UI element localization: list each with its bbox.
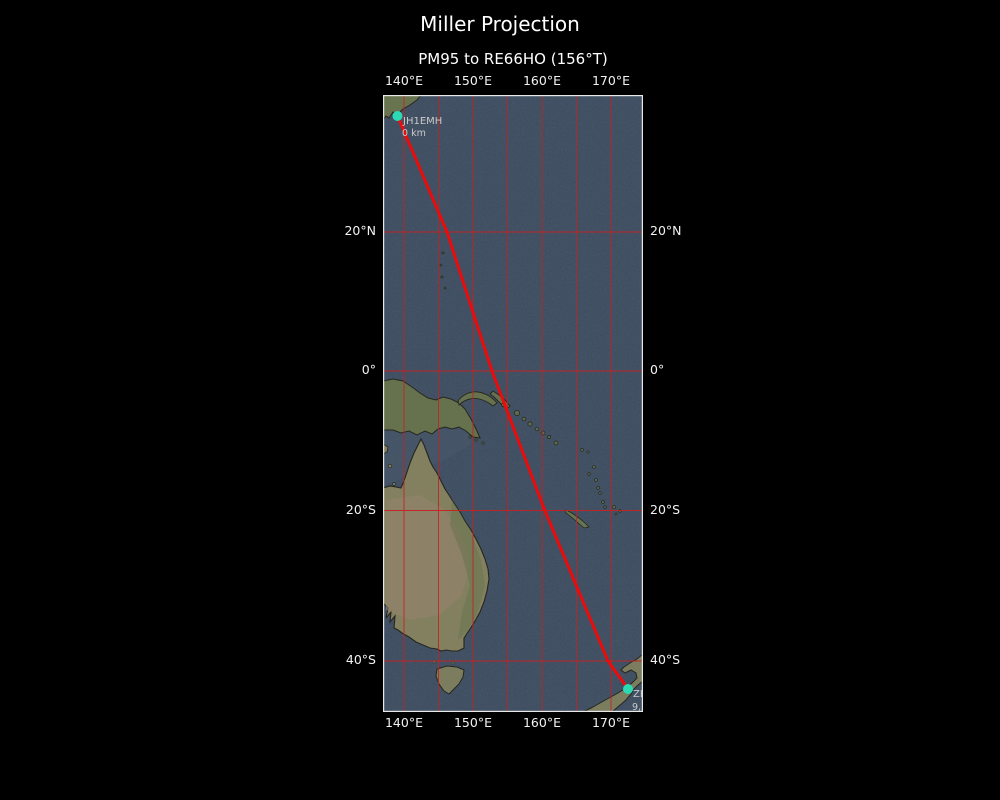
dividing-range-shading: [450, 500, 485, 640]
end-marker-distance: 9,379 km: [632, 702, 643, 712]
figure-title: Miller Projection: [420, 12, 580, 36]
map-frame: [383, 95, 643, 712]
lon-tick-bottom-140e: 140°E: [384, 715, 423, 730]
new-guinea-landmass: [383, 378, 481, 439]
arnhem-land-coast: [383, 443, 389, 455]
great-circle-path: [396, 114, 630, 691]
lon-tick-bottom-150e: 150°E: [453, 715, 492, 730]
lat-tick-right-20s: 20°S: [650, 502, 681, 517]
lat-tick-right-0: 0°: [650, 362, 665, 377]
end-marker-dot: [623, 684, 633, 694]
lon-tick-top-170e: 170°E: [591, 73, 630, 88]
lat-tick-left-20n: 20°N: [344, 223, 376, 238]
graticule: [383, 95, 643, 712]
gulf-islands: [387, 463, 396, 486]
lat-tick-left-0: 0°: [361, 362, 376, 377]
louisiade-islands: [468, 435, 485, 445]
map-axes: JH1EMH 0 km ZL3TUX 9,379 km: [383, 95, 643, 712]
lat-tick-left-40s: 40°S: [345, 652, 376, 667]
australia-interior-shading: [386, 495, 470, 620]
start-marker-distance: 0 km: [402, 128, 426, 139]
mariana-islands: [439, 251, 447, 290]
lon-tick-top-150e: 150°E: [453, 73, 492, 88]
new-britain-island: [457, 391, 498, 407]
start-marker-callsign: JH1EMH: [402, 116, 442, 127]
fiji-islands: [612, 505, 622, 516]
lon-tick-top-160e: 160°E: [522, 73, 561, 88]
start-marker-dot: [392, 111, 403, 121]
lat-tick-left-20s: 20°S: [345, 502, 376, 517]
marker-labels: JH1EMH 0 km ZL3TUX 9,379 km: [402, 116, 643, 712]
lat-tick-right-40s: 40°S: [650, 652, 681, 667]
lon-tick-bottom-170e: 170°E: [591, 715, 630, 730]
axes-title: PM95 to RE66HO (156°T): [418, 50, 608, 68]
lon-tick-bottom-160e: 160°E: [522, 715, 561, 730]
lat-tick-right-20n: 20°N: [650, 223, 682, 238]
vanuatu-islands: [580, 448, 607, 509]
lon-tick-top-140e: 140°E: [384, 73, 423, 88]
end-marker-callsign: ZL3TUX: [633, 689, 643, 700]
new-caledonia-island: [564, 509, 590, 529]
new-zealand-landmass: [582, 653, 643, 712]
